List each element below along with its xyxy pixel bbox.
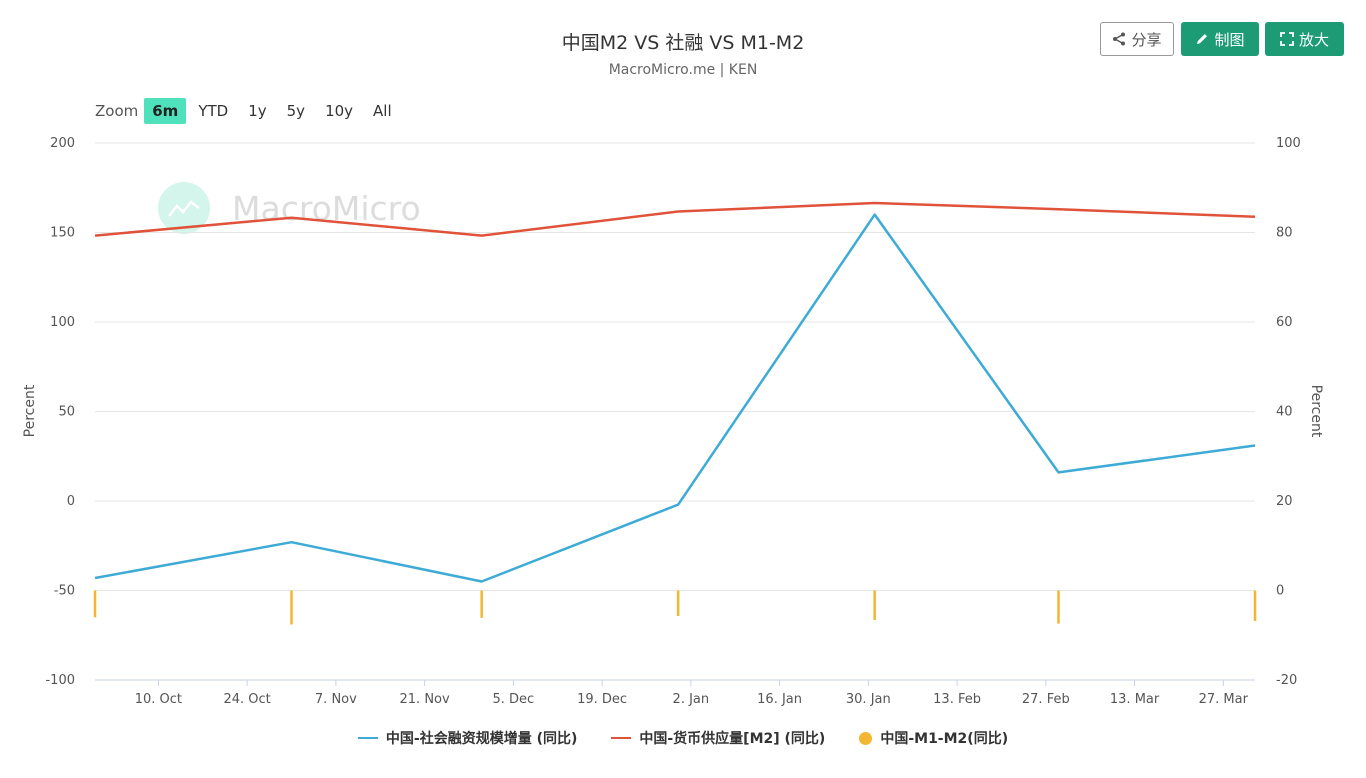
zoom-all-button[interactable]: All [373,102,392,120]
legend: 中国-社会融资规模增量 (同比) 中国-货币供应量[M2] (同比) 中国-M1… [0,728,1366,748]
y-left-tick-label: 50 [58,405,75,420]
chart-title: 中国M2 VS 社融 VS M1-M2 [561,32,805,54]
m1-m2-bar [290,590,293,625]
pencil-icon [1197,34,1208,44]
draw-chart-label: 制图 [1214,30,1245,49]
m1-m2-bar [1057,590,1060,624]
x-tick-label: 5. Dec [493,692,535,707]
zoom-10y-button[interactable]: 10y [325,102,354,120]
y-right-tick-label: 60 [1276,315,1293,330]
x-tick-label: 13. Feb [933,692,981,707]
legend-item-m2[interactable]: 中国-货币供应量[M2] (同比) [611,728,825,748]
zoom-ytd-button[interactable]: YTD [198,102,229,120]
m2-line [94,201,1256,237]
y-left-tick-label: 100 [50,315,75,330]
enlarge-label: 放大 [1298,30,1329,49]
expand-icon [1280,32,1294,46]
legend-label: 中国-货币供应量[M2] (同比) [639,731,826,747]
x-tick-label: 21. Nov [400,692,450,707]
m1-m2-bar [873,590,876,621]
x-tick-label: 2. Jan [673,692,710,707]
y-right-tick-label: 0 [1276,584,1284,599]
legend-swatch-dot [859,731,873,745]
m1-m2-bar [1253,590,1257,621]
y-axis-right-title: Percent [1308,385,1324,438]
x-tick-label: 27. Feb [1022,692,1070,707]
y-left-tick-label: 0 [67,494,75,509]
share-button[interactable]: 分享 [1100,22,1174,56]
y-axis-left-title: Percent [22,384,38,437]
share-icon [1113,32,1126,46]
x-tick-label: 30. Jan [846,692,891,707]
y-left-tick-label: 200 [50,136,75,151]
legend-label: 中国-社会融资规模增量 (同比) [385,731,578,747]
x-tick-label: 10. Oct [135,692,182,707]
x-tick-label: 7. Nov [315,692,357,707]
x-tick-label: 19. Dec [577,692,627,707]
x-tick-label: 27. Mar [1199,692,1249,707]
m1-m2-bar [93,590,97,618]
zoom-selector: Zoom 6m YTD 1y 5y 10y All [95,97,404,125]
legend-swatch-line [357,737,378,739]
x-tick-label: 16. Jan [757,692,802,707]
zoom-5y-button[interactable]: 5y [286,102,306,120]
m1-m2-bar [676,590,680,617]
draw-chart-button[interactable]: 制图 [1181,22,1259,56]
y-right-tick-label: 20 [1276,494,1293,509]
m1-m2-bar [480,590,483,618]
x-tick-label: 13. Mar [1110,692,1160,707]
y-right-tick-label: 40 [1276,405,1293,420]
share-label: 分享 [1131,30,1162,49]
legend-item-social-financing[interactable]: 中国-社会融资规模增量 (同比) [357,728,578,748]
grid-lines [95,142,1255,681]
enlarge-button[interactable]: 放大 [1265,22,1344,56]
legend-swatch-line [611,737,632,739]
legend-label: 中国-M1-M2(同比) [880,731,1009,747]
y-left-tick-label: -50 [54,584,75,599]
zoom-label: Zoom [95,102,139,120]
y-left-tick-label: 150 [50,226,75,241]
legend-item-m1-m2[interactable]: 中国-M1-M2(同比) [859,728,1008,748]
y-axis-left: 200 150 100 50 0 -50 -100 [45,136,75,688]
x-axis: 10. Oct 24. Oct 7. Nov 21. Nov 5. Dec 19. Dec… [95,679,1255,707]
y-right-tick-label: 100 [1276,136,1301,151]
y-right-tick-label: -20 [1276,673,1297,688]
x-tick-label: 24. Oct [223,692,270,707]
series-layer [93,201,1257,625]
y-left-tick-label: -100 [45,673,75,688]
y-axis-right: 100 80 60 40 20 0 -20 [1276,136,1301,688]
chart-subtitle: MacroMicro.me | KEN [608,62,758,78]
zoom-6m-button[interactable]: 6m [144,98,187,124]
zoom-1y-button[interactable]: 1y [248,102,267,120]
y-right-tick-label: 80 [1276,226,1293,241]
social-financing-line [94,213,1256,583]
